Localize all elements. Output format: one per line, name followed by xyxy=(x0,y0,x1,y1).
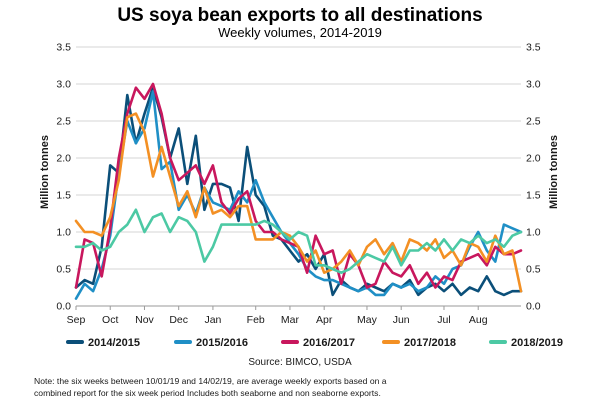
legend-label: 2017/2018 xyxy=(404,337,456,349)
x-tick-label: Nov xyxy=(135,314,154,326)
y-axis-right-label: Million tonnes xyxy=(548,135,560,209)
legend-label: 2016/2017 xyxy=(303,337,355,349)
legend-item: 2014/2015 xyxy=(66,337,140,349)
chart-title: US soya bean exports to all destinations xyxy=(117,5,482,26)
y-tick-label-right: 2.5 xyxy=(526,116,541,128)
series-line-2016-2017 xyxy=(74,82,523,289)
y-axis-left-label: Million tonnes xyxy=(39,135,51,209)
y-tick-label-right: 3.0 xyxy=(526,79,541,91)
y-tick-label-right: 1.5 xyxy=(526,190,541,202)
x-tick-label: Mar xyxy=(281,314,300,326)
x-tick-label: Dec xyxy=(169,314,188,326)
footnote-line-1: Note: the six weeks between 10/01/19 and… xyxy=(34,376,387,386)
legend-item: 2015/2016 xyxy=(174,337,248,349)
legend: 2014/2015 2015/2016 2016/2017 2017/2018 2018… xyxy=(66,337,563,349)
x-axis: Sep Oct Nov Dec Jan Feb Mar Apr May Jun Jul Aug xyxy=(67,306,488,326)
legend-label: 2018/2019 xyxy=(511,337,563,349)
x-tick-label: Jan xyxy=(204,314,221,326)
y-tick-label-right: 0.0 xyxy=(526,301,541,313)
x-tick-label: Oct xyxy=(102,314,118,326)
legend-label: 2015/2016 xyxy=(196,337,248,349)
y-tick-label-right: 3.5 xyxy=(526,42,541,54)
y-tick-label-left: 3.0 xyxy=(56,79,71,91)
y-axis-right: 0.0 0.5 1.0 1.5 2.0 2.5 3.0 3.5 xyxy=(526,42,541,313)
y-tick-label-left: 1.5 xyxy=(56,190,71,202)
y-tick-label-left: 0.0 xyxy=(56,301,71,313)
series-lines xyxy=(74,82,523,300)
y-tick-label-left: 2.0 xyxy=(56,153,71,165)
y-axis-left: 0.0 0.5 1.0 1.5 2.0 2.5 3.0 3.5 xyxy=(56,42,71,313)
y-tick-label-left: 3.5 xyxy=(56,42,71,54)
y-tick-label-left: 0.5 xyxy=(56,264,71,276)
footnote-line-2: combined report for the six week period … xyxy=(34,388,381,398)
x-tick-label: Jul xyxy=(437,314,450,326)
series-line-2014-2015 xyxy=(74,86,523,297)
legend-item: 2016/2017 xyxy=(281,337,355,349)
x-tick-label: May xyxy=(357,314,378,326)
x-tick-label: Aug xyxy=(469,314,488,326)
series-line-2018-2019 xyxy=(74,208,523,275)
chart-subtitle: Weekly volumes, 2014-2019 xyxy=(218,25,382,40)
x-tick-label: Jun xyxy=(393,314,410,326)
y-tick-label-right: 0.5 xyxy=(526,264,541,276)
y-tick-label-right: 1.0 xyxy=(526,227,541,239)
legend-label: 2014/2015 xyxy=(88,337,140,349)
y-tick-label-left: 2.5 xyxy=(56,116,71,128)
legend-item: 2018/2019 xyxy=(489,337,563,349)
x-tick-label: Sep xyxy=(67,314,86,326)
x-tick-label: Feb xyxy=(247,314,265,326)
source-note: Source: BIMCO, USDA xyxy=(248,357,352,368)
y-tick-label-left: 1.0 xyxy=(56,227,71,239)
series-line-2017-2018 xyxy=(74,112,523,293)
x-tick-label: Apr xyxy=(316,314,333,326)
legend-item: 2017/2018 xyxy=(382,337,456,349)
y-tick-label-right: 2.0 xyxy=(526,153,541,165)
